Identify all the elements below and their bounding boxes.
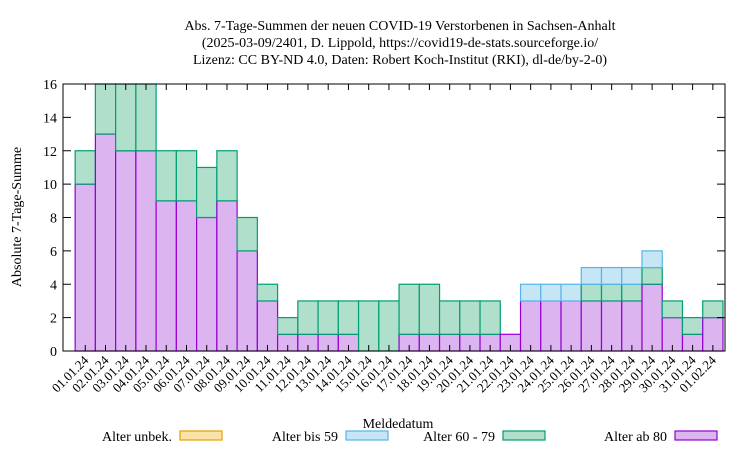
bar-alter-60-79-13 <box>337 300 360 335</box>
bar-alter-ab-80-24 <box>560 300 582 352</box>
bar-alter-bis-59-22 <box>519 283 542 302</box>
chart-title-line-1: Abs. 7-Tage-Summen der neuen COVID-19 Ve… <box>184 19 615 34</box>
y-tick-label: 16 <box>43 78 57 93</box>
bar-alter-ab-80-4 <box>155 200 177 352</box>
bar-alter-ab-80-5 <box>175 200 198 352</box>
bar-alter-bis-59-24 <box>560 283 582 302</box>
bar-alter-60-79-7 <box>216 150 238 202</box>
bar-alter-60-79-27 <box>621 283 643 302</box>
bar-alter-ab-80-1 <box>94 133 117 352</box>
bar-alter-60-79-11 <box>297 300 319 335</box>
bar-alter-60-79-25 <box>580 283 603 302</box>
y-tick-label: 8 <box>50 212 57 227</box>
bar-alter-60-79-15 <box>378 300 400 352</box>
bar-alter-60-79-9 <box>256 283 279 302</box>
bar-alter-60-79-28 <box>641 266 663 285</box>
legend-swatch-alter-60-79 <box>502 430 546 441</box>
legend: Alter unbek. Alter bis 59 Alter 60 - 79 Alt… <box>102 430 718 445</box>
legend-swatch-alter-ab-80 <box>674 430 718 441</box>
bar-alter-bis-59-26 <box>600 266 623 285</box>
chart-title: Abs. 7-Tage-Summen der neuen COVID-19 Ve… <box>184 19 615 68</box>
bar-alter-bis-59-28 <box>641 250 663 269</box>
bar-alter-60-79-8 <box>236 216 258 252</box>
legend-label-alter-unbek: Alter unbek. <box>102 430 172 445</box>
bar-alter-ab-80-9 <box>256 300 279 352</box>
bar-alter-60-79-6 <box>196 166 218 219</box>
bar-alter-60-79-0 <box>74 150 96 185</box>
bar-alter-60-79-26 <box>600 283 623 302</box>
bar-alter-bis-59-25 <box>580 266 603 285</box>
legend-swatch-alter-unbek <box>179 430 223 441</box>
chart-title-line-3: Lizenz: CC BY-ND 4.0, Daten: Robert Koch… <box>193 53 607 68</box>
bar-alter-60-79-29 <box>661 300 684 319</box>
y-tick-label: 12 <box>43 145 57 160</box>
y-tick-label: 10 <box>43 178 57 193</box>
bar-alter-60-79-19 <box>459 300 481 335</box>
y-axis-label: Absolute 7-Tage-Summe <box>10 147 25 287</box>
bar-alter-ab-80-26 <box>600 300 623 352</box>
bar-alter-60-79-20 <box>479 300 501 335</box>
bar-alter-60-79-17 <box>418 283 441 335</box>
bar-alter-60-79-14 <box>357 300 380 352</box>
bar-alter-ab-80-6 <box>196 216 218 352</box>
legend-label-alter-bis-59: Alter bis 59 <box>272 430 338 445</box>
x-axis-label: Meldedatum <box>363 417 434 432</box>
bar-alter-ab-80-27 <box>621 300 643 352</box>
bar-alter-60-79-30 <box>681 317 704 335</box>
bar-alter-60-79-12 <box>317 300 339 335</box>
bar-alter-60-79-4 <box>155 150 177 202</box>
bar-alter-60-79-3 <box>135 83 157 152</box>
bar-alter-ab-80-3 <box>135 150 157 352</box>
bar-alter-60-79-1 <box>94 83 117 135</box>
bar-alter-ab-80-25 <box>580 300 603 352</box>
bar-alter-ab-80-2 <box>115 150 137 352</box>
bar-alter-ab-80-23 <box>540 300 562 352</box>
bar-alter-60-79-18 <box>438 300 461 335</box>
legend-label-alter-60-79: Alter 60 - 79 <box>423 430 495 445</box>
bar-alter-60-79-16 <box>398 283 420 335</box>
y-tick-label: 6 <box>50 245 57 260</box>
bar-alter-bis-59-23 <box>540 283 562 302</box>
bar-alter-bis-59-27 <box>621 266 643 285</box>
y-tick-label: 0 <box>50 345 57 360</box>
bars-layer <box>74 83 724 352</box>
bar-alter-ab-80-28 <box>641 283 663 352</box>
bar-alter-60-79-5 <box>175 150 198 202</box>
legend-swatch-alter-bis-59 <box>345 430 389 441</box>
y-tick-label: 2 <box>50 312 57 327</box>
bar-alter-60-79-2 <box>115 83 137 152</box>
bar-alter-ab-80-8 <box>236 250 258 352</box>
bar-alter-ab-80-7 <box>216 200 238 352</box>
bar-alter-ab-80-0 <box>74 183 96 352</box>
legend-label-alter-ab-80: Alter ab 80 <box>604 430 667 445</box>
y-tick-label: 4 <box>50 278 57 293</box>
y-tick-label: 14 <box>43 111 57 126</box>
bar-alter-ab-80-22 <box>519 300 542 352</box>
chart-title-line-2: (2025-03-09/2401, D. Lippold, https://co… <box>202 36 598 51</box>
bar-alter-60-79-10 <box>276 317 299 335</box>
bar-alter-60-79-31 <box>702 300 724 319</box>
